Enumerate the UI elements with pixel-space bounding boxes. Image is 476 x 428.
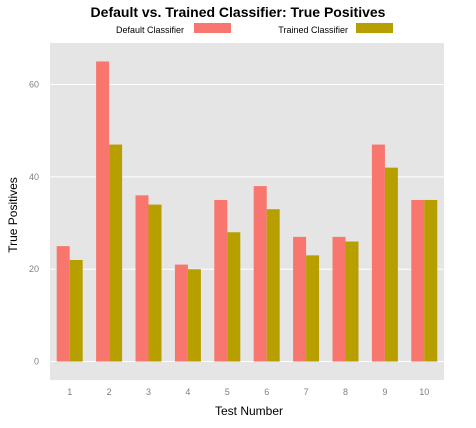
- y-axis-ticks: 0 20 40 60: [29, 80, 39, 367]
- legend-swatch-default: [194, 23, 231, 33]
- legend-label-default: Default Classifier: [116, 25, 184, 35]
- y-tick-label-60: 60: [29, 80, 39, 90]
- bar-default-2: [96, 61, 110, 362]
- chart-title: Default vs. Trained Classifier: True Pos…: [91, 4, 386, 20]
- bar-trained-10: [424, 199, 438, 362]
- x-tick-label-4: 4: [185, 387, 190, 397]
- x-axis-ticks: 1 2 3 4 5 6 7 8 9 10: [67, 387, 429, 397]
- bars: [56, 61, 438, 362]
- bar-default-4: [174, 264, 188, 362]
- bar-default-8: [332, 236, 346, 362]
- bar-default-10: [411, 199, 425, 362]
- bar-trained-9: [384, 167, 398, 362]
- bar-default-5: [214, 199, 228, 362]
- bar-trained-7: [306, 255, 320, 362]
- bar-trained-1: [69, 259, 83, 362]
- bar-trained-3: [148, 204, 162, 362]
- y-tick-label-40: 40: [29, 172, 39, 182]
- bar-default-3: [135, 195, 149, 362]
- bar-trained-4: [187, 269, 201, 362]
- legend-label-trained: Trained Classifier: [278, 25, 348, 35]
- x-tick-label-2: 2: [107, 387, 112, 397]
- x-axis-title: Test Number: [215, 404, 283, 418]
- x-tick-label-5: 5: [225, 387, 230, 397]
- bar-trained-8: [345, 241, 359, 362]
- bar-default-6: [253, 186, 267, 362]
- bar-trained-2: [109, 144, 123, 362]
- x-tick-label-6: 6: [264, 387, 269, 397]
- x-tick-label-7: 7: [304, 387, 309, 397]
- bar-default-9: [371, 144, 385, 362]
- legend-swatch-trained: [356, 23, 393, 33]
- x-tick-label-10: 10: [419, 387, 429, 397]
- x-tick-label-3: 3: [146, 387, 151, 397]
- y-axis-title: True Positives: [6, 177, 20, 253]
- bar-default-1: [56, 246, 70, 362]
- x-tick-label-1: 1: [67, 387, 72, 397]
- x-tick-label-9: 9: [382, 387, 387, 397]
- bar-default-7: [293, 236, 307, 362]
- y-tick-label-20: 20: [29, 264, 39, 274]
- bar-trained-5: [227, 232, 241, 362]
- x-tick-label-8: 8: [343, 387, 348, 397]
- bar-trained-6: [266, 209, 280, 362]
- legend: Default Classifier Trained Classifier: [116, 23, 393, 35]
- y-tick-label-0: 0: [34, 357, 39, 367]
